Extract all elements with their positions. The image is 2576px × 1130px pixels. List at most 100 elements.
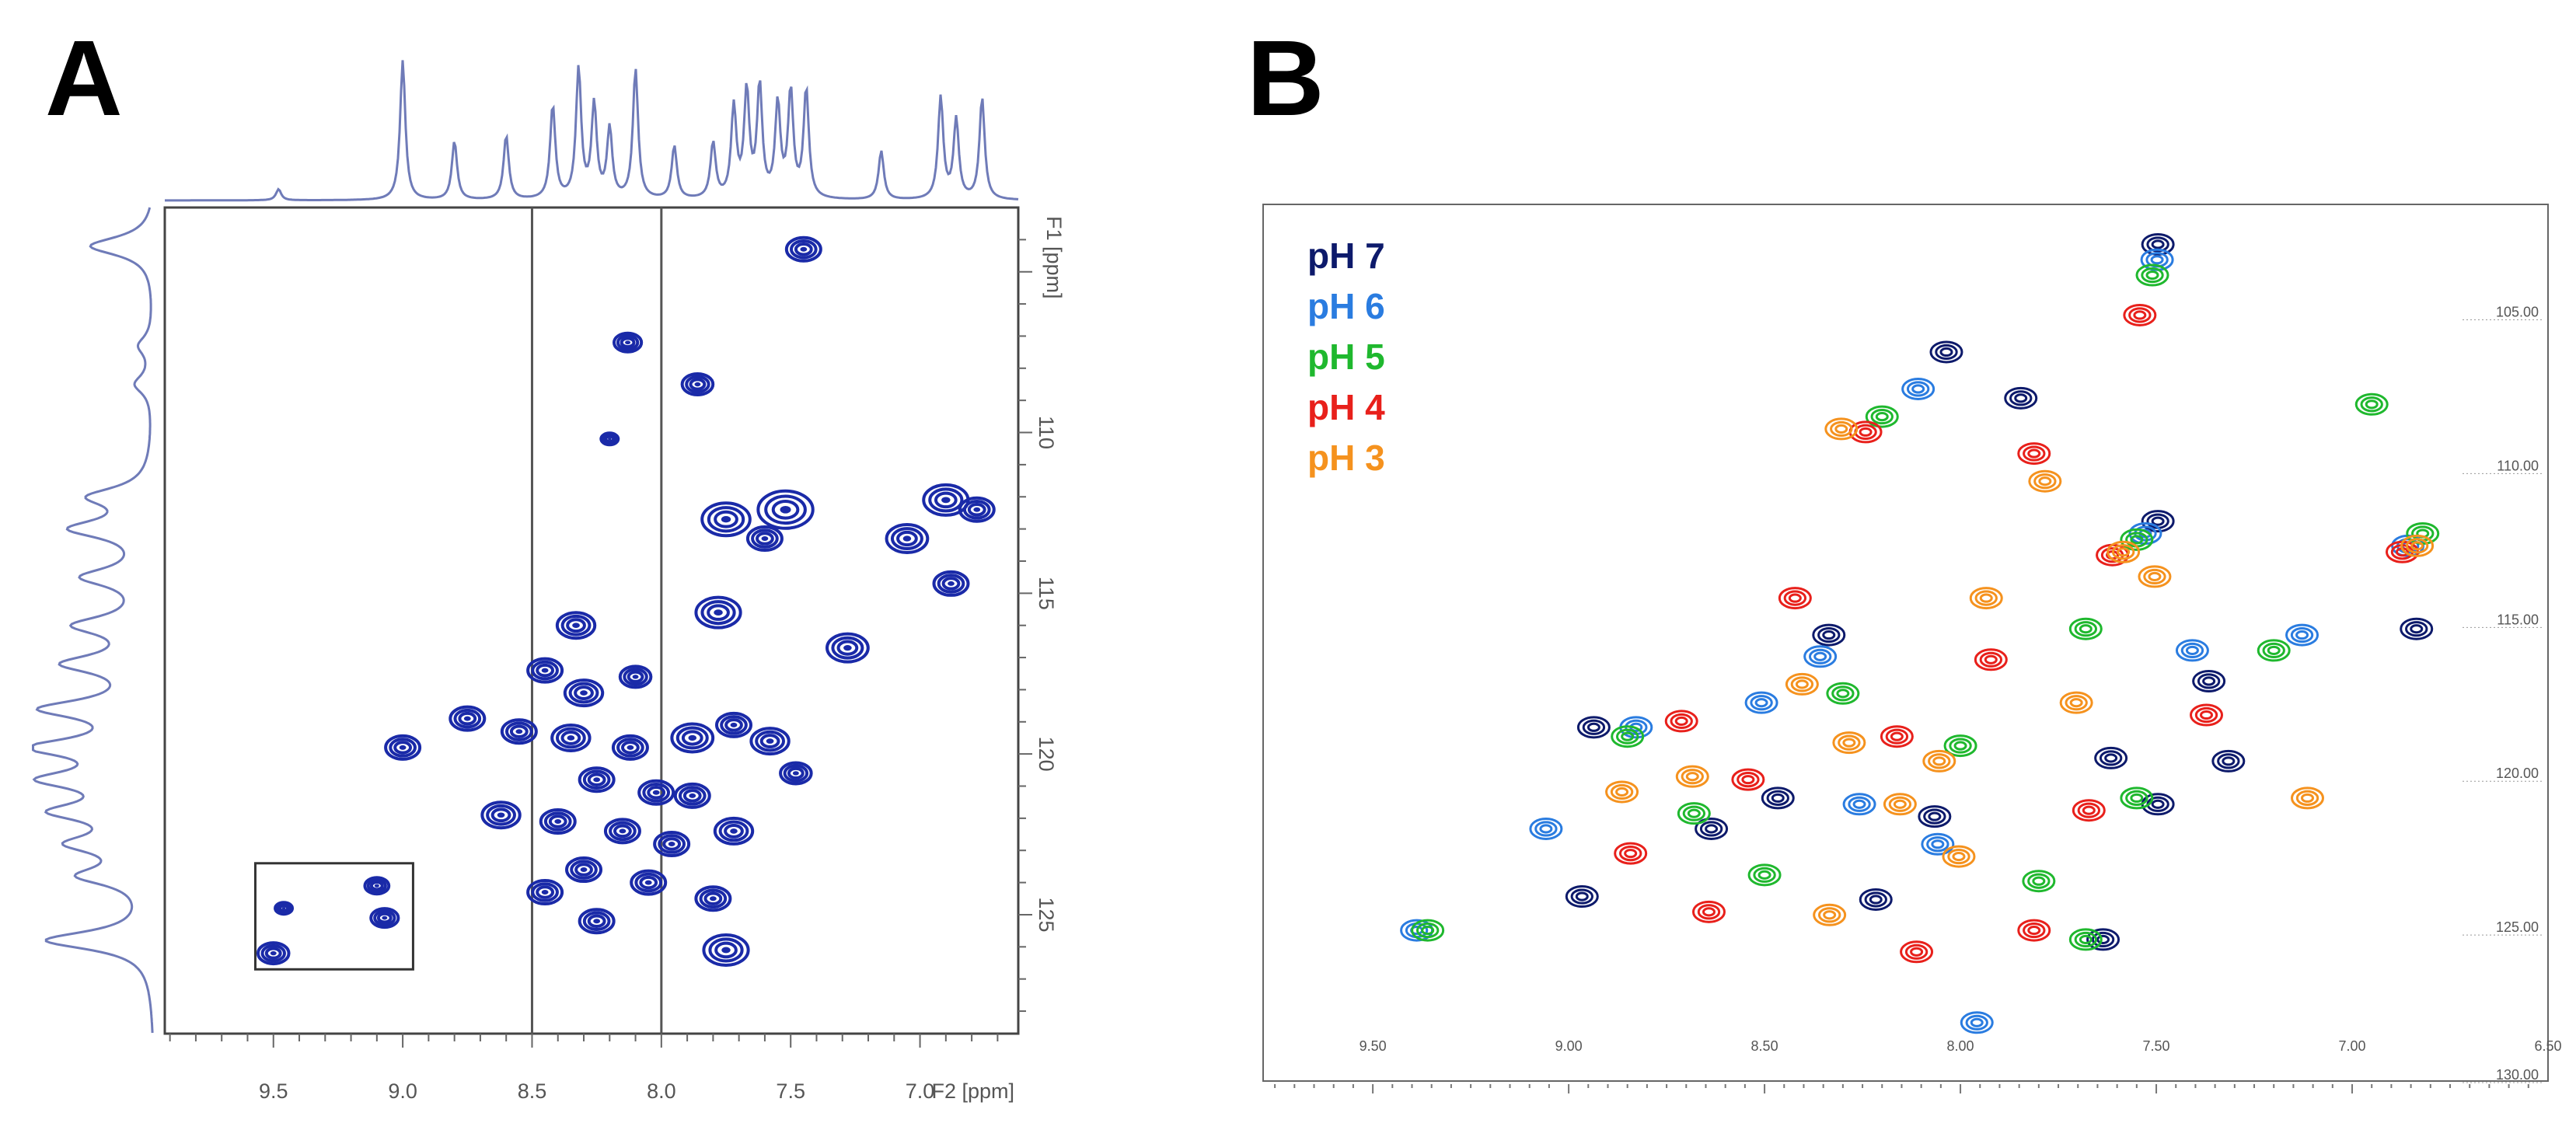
peak-contour-25 — [779, 761, 813, 786]
peak-ph-7-10 — [1695, 817, 1729, 840]
peak-ph-5-10 — [1943, 734, 1977, 758]
peak-ph-3-3 — [2400, 534, 2435, 557]
panel-b-peaks — [1400, 232, 2440, 1034]
peak-contour-10 — [932, 570, 970, 597]
peak-ph-4-11 — [1614, 842, 1648, 865]
peak-ph-5-13 — [1747, 863, 1782, 887]
y-tick-label: 110 — [1035, 416, 1058, 449]
peak-contour-32 — [653, 830, 691, 857]
legend-item-ph-5: pH 5 — [1307, 337, 1385, 377]
peak-ph-6-5 — [1529, 817, 1563, 840]
peak-ph-7-16 — [2192, 669, 2226, 692]
peak-ph-7-12 — [1761, 786, 1795, 810]
x-tick-label: 9.0 — [388, 1079, 417, 1103]
peak-ph-7-15 — [1918, 805, 1952, 828]
peak-ph-5-9 — [1677, 802, 1711, 825]
y-tick-label: 125.00 — [2496, 919, 2539, 935]
peak-ph-3-4 — [2291, 786, 2325, 810]
peak-contour-9 — [885, 523, 930, 555]
peak-ph-4-9 — [1778, 587, 1812, 610]
y-tick-label: 120.00 — [2496, 766, 2539, 781]
peak-ph-3-13 — [1832, 731, 1866, 755]
peak-ph-6-9 — [1960, 1011, 1994, 1034]
series-ph-4 — [1614, 303, 2419, 964]
x-tick-label: 7.5 — [776, 1079, 805, 1103]
peak-ph-4-0 — [2123, 303, 2157, 326]
peak-ph-5-5 — [1411, 919, 1445, 942]
peak-ph-7-8 — [2094, 746, 2128, 769]
legend-item-ph-7: pH 7 — [1307, 235, 1385, 276]
peak-contour-14 — [526, 657, 564, 684]
peak-ph-3-9 — [1813, 903, 1847, 926]
peak-ph-6-1 — [1901, 377, 1935, 400]
panel-a-peaks — [256, 235, 996, 967]
panel-a-side-projection — [32, 207, 154, 1034]
legend-item-ph-6: pH 6 — [1307, 286, 1385, 326]
x-tick-label: 8.0 — [647, 1079, 676, 1103]
panel-b-x-axis: 9.50 9.00 8.50 8.00 7.50 7.00 6.50 — [1274, 1038, 2562, 1093]
peak-contour-27 — [637, 779, 675, 806]
peak-contour-28 — [673, 782, 711, 809]
peak-ph-5-1 — [2354, 392, 2389, 416]
peak-contour-39 — [702, 933, 750, 967]
peak-contour-31 — [603, 818, 641, 845]
y-tick-label: 105.00 — [2496, 305, 2539, 320]
panel-a-spectrum: 9.5 9.0 8.5 8.0 7.5 7.0 110 115 120 125 F2 [ppm]… — [32, 60, 1066, 1103]
peak-ph-6-7 — [1744, 691, 1778, 714]
peak-ph-6-12 — [1842, 793, 1876, 816]
peak-ph-4-8 — [2190, 703, 2224, 727]
peak-contour-3 — [599, 431, 620, 447]
panel-a-label: A — [45, 19, 123, 138]
panel-b-label: B — [1247, 19, 1325, 138]
peak-ph-3-0 — [1824, 417, 1859, 441]
peak-contour-35 — [630, 869, 668, 896]
peak-ph-7-4 — [2400, 617, 2434, 640]
y-tick-label: 130.00 — [2496, 1067, 2539, 1083]
peak-ph-7-14 — [1859, 888, 1893, 911]
peak-ph-3-15 — [2138, 565, 2172, 588]
panel-a-inset-box — [253, 862, 414, 971]
x-tick-label: 7.50 — [2143, 1038, 2170, 1054]
peak-contour-24 — [749, 727, 791, 756]
peak-ph-4-6 — [1664, 710, 1698, 733]
peak-contour-37 — [526, 879, 564, 906]
peak-ph-4-10 — [1900, 940, 1934, 964]
peak-contour-18 — [384, 734, 422, 761]
peak-contour-23 — [715, 711, 752, 738]
peak-contour-41 — [369, 907, 400, 929]
peak-contour-12 — [826, 632, 870, 664]
panel-b-plot-frame — [1262, 204, 2549, 1082]
side-projection-trace — [32, 207, 154, 1034]
x-tick-label: 7.0 — [906, 1079, 935, 1103]
peak-ph-7-6 — [1812, 623, 1846, 647]
peak-contour-1 — [612, 331, 644, 354]
peak-contour-40 — [363, 876, 391, 896]
x-tick-label: 9.5 — [259, 1079, 288, 1103]
peak-ph-4-2 — [2017, 442, 2051, 466]
panel-a-x-axis-label: F2 [ppm] — [931, 1079, 1014, 1103]
peak-contour-6 — [745, 525, 784, 553]
panel-a-guide-lines — [530, 208, 663, 1034]
panel-a-y-axis-label: F1 [ppm] — [1042, 216, 1066, 299]
peak-contour-19 — [500, 718, 538, 745]
x-tick-label: 8.50 — [1751, 1038, 1778, 1054]
peak-ph-5-11 — [2022, 870, 2056, 893]
peak-ph-5-7 — [2068, 617, 2103, 640]
legend-item-ph-4: pH 4 — [1307, 387, 1385, 427]
peak-ph-3-12 — [1922, 749, 1956, 773]
peak-contour-33 — [713, 816, 755, 846]
panel-a-plot-frame — [163, 206, 1020, 1035]
peak-ph-7-7 — [2211, 749, 2246, 773]
peak-contour-4 — [756, 489, 815, 530]
peak-ph-4-15 — [1880, 725, 1914, 748]
peak-ph-7-5 — [1576, 716, 1611, 739]
x-tick-label: 7.00 — [2338, 1038, 2365, 1054]
peak-ph-3-5 — [1675, 765, 1709, 788]
peak-contour-42 — [274, 901, 295, 916]
peak-contour-22 — [670, 722, 715, 754]
series-ph-7 — [1565, 232, 2434, 951]
panel-a-y-axis: 110 115 120 125 — [1018, 239, 1058, 1013]
peak-contour-11 — [694, 595, 742, 630]
peak-ph-5-2 — [1865, 405, 1899, 428]
peak-ph-3-7 — [1969, 587, 2003, 610]
